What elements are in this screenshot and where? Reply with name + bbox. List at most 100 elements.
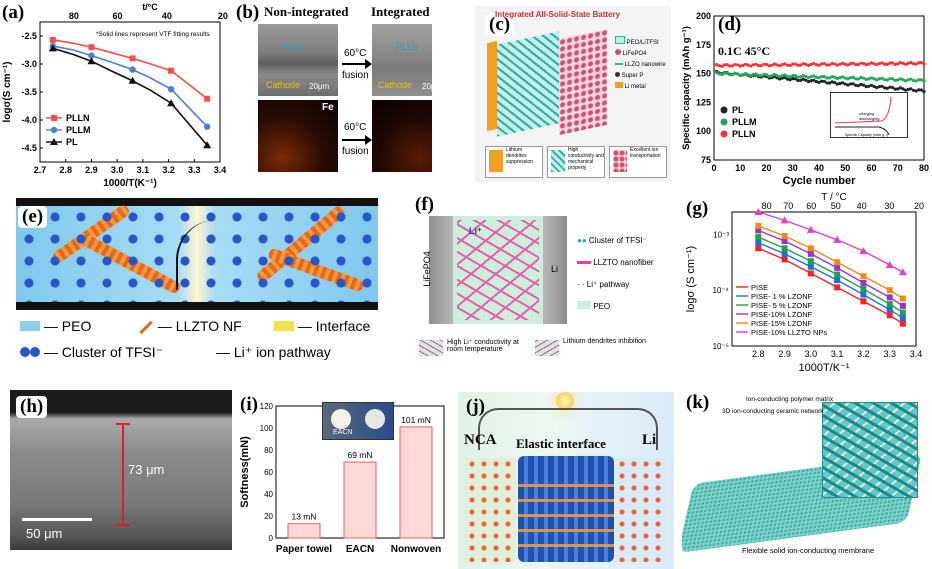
y-tick-label-i: 100 (260, 424, 274, 433)
series-line-g (758, 211, 904, 273)
point-d-PLLN (906, 61, 910, 65)
point-d-PLLM (830, 75, 834, 79)
point-g (754, 208, 763, 215)
point-g (755, 234, 762, 241)
point-g (860, 273, 867, 280)
legend-llzto: — LLZTO NF (138, 318, 242, 335)
point-g (899, 315, 906, 322)
point-g (885, 261, 894, 269)
point-d-PL (817, 80, 821, 84)
legend-label-d-PLLM: PLLM (732, 117, 757, 127)
point-d-PL (822, 79, 826, 83)
arrow-temp-top: 60°C (344, 48, 367, 59)
point-d-PLLM (804, 74, 808, 79)
point-g (755, 222, 762, 229)
point-g (781, 250, 788, 257)
point-d-PLLN (749, 64, 753, 68)
panel-i: 0 20 40 60 80 100 120 Softness(mN) 13 mN Paper to… (236, 388, 452, 569)
point-d-PLLM (785, 74, 790, 78)
point-d-PLLN (796, 63, 800, 68)
callout-polymer: Ion-conducting polymer matrix (746, 396, 834, 403)
scale-label-h: 50 μm (26, 526, 63, 541)
y-tick-label-i: 40 (264, 490, 273, 499)
legend-label-g: PISE (751, 283, 768, 292)
point-g (781, 256, 788, 263)
point-d-PLLM (854, 77, 858, 81)
point-d-PLLN (841, 61, 845, 65)
panel-label-e: (e) (18, 206, 48, 228)
panel-label-g: (g) (686, 198, 709, 219)
legend-marker-d-PLLN (720, 130, 728, 138)
point-d-PLLN (799, 63, 803, 67)
point-d-PL (875, 85, 879, 90)
legend-label-g: PISE-15% LZONF (751, 319, 813, 328)
point-g (755, 239, 762, 246)
point-g (898, 268, 907, 276)
point-d-PLLN (875, 63, 879, 67)
condition-label: 0.1C 45°C (718, 44, 771, 58)
point-d-PLLM (833, 75, 837, 79)
point-g (860, 298, 867, 305)
point-d-PLLN (715, 63, 719, 67)
x-tick-label-d: 60 (866, 163, 876, 173)
bottom-box-3: Excellent ion transportation (609, 146, 667, 178)
point-d-PLLM (880, 76, 884, 80)
point-a-PLLM (203, 123, 211, 130)
x-tick-label-d: 30 (788, 163, 798, 173)
panel-e: (e) — PEO — LLZTO NF — Interface — Clust… (2, 190, 394, 376)
point-d-PL (799, 78, 803, 82)
bulb-icon (556, 392, 574, 410)
point-d-PL (893, 87, 897, 91)
nca-electrode (466, 458, 516, 562)
membrane-caption: Flexible solid ion-conducting membrane (742, 546, 875, 555)
li-electrode (616, 458, 666, 562)
nca-label: NCA (464, 432, 497, 448)
point-d-PL (846, 83, 850, 87)
bottom-box-1: Lithium dendrites suppression (485, 146, 543, 178)
y-axis-label-a: logσ(S cm⁻¹) (2, 61, 13, 122)
top-axis-label-a: t/°C (142, 2, 158, 12)
top-tick-label-g: 40 (857, 201, 867, 211)
panel-f: (f) LiFePO4 Li⁺ Li ●● Cluster of TFSI⁻ L… (405, 190, 677, 366)
point-d-PL (885, 86, 889, 90)
legend-item-llzo: LLZO nanowire (615, 60, 666, 71)
point-d-PLLM (896, 78, 900, 82)
point-d-PLLM (764, 73, 769, 77)
chart-g: 2.8 2.9 3.0 3.1 3.2 3.3 3.4 10⁻³ 10⁻⁴ 10⁻⁵ 80 70 60 5… (685, 192, 924, 374)
point-d-PL (896, 87, 900, 91)
peo-tag-left: PLLN (282, 42, 305, 52)
point-d-PLLM (851, 75, 855, 79)
point-d-PLLM (728, 73, 732, 77)
point-d-PLLN (736, 63, 740, 67)
point-d-PLLN (830, 61, 834, 66)
point-g (860, 291, 867, 298)
x-tick-label-d: 0 (711, 163, 716, 173)
point-d-PLLM (775, 73, 779, 78)
y-tick-label-a: -2.5 (21, 31, 37, 41)
zoom-box-right (535, 340, 559, 356)
point-d-PL (801, 77, 805, 81)
thickness-cap-top (116, 423, 130, 425)
x-tick-label-d: 50 (840, 163, 850, 173)
bar-i (343, 461, 377, 539)
point-d-PLLM (717, 72, 721, 76)
top-tick-label-g: 80 (762, 201, 772, 211)
inset-xlabel: Specific Capacity (mAh g⁻¹) (845, 133, 888, 137)
point-a-PLLN (204, 95, 211, 102)
top-tick-label-a: 80 (69, 11, 79, 21)
point-d-PLLM (814, 75, 818, 79)
point-g (807, 250, 814, 257)
point-d-PLLM (843, 76, 847, 80)
point-d-PLLN (851, 61, 855, 65)
point-d-PLLN (791, 62, 795, 66)
x-tick-label-a: 2.9 (85, 165, 98, 175)
point-d-PLLM (720, 73, 724, 77)
point-g (860, 286, 867, 293)
point-d-PLLM (817, 76, 821, 80)
point-d-PLLN (893, 62, 897, 66)
point-d-PLLN (751, 63, 755, 67)
point-d-PL (838, 81, 842, 86)
point-g (834, 259, 841, 266)
point-d-PLLN (780, 63, 784, 67)
point-d-PLLM (793, 74, 797, 78)
